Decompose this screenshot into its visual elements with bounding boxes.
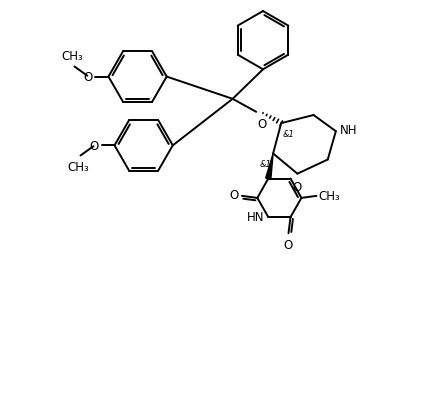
Text: HN: HN (247, 211, 264, 224)
Text: O: O (258, 117, 267, 130)
Text: O: O (83, 71, 93, 84)
Text: O: O (229, 188, 239, 201)
Text: NH: NH (340, 124, 357, 136)
Text: O: O (90, 139, 99, 152)
Text: O: O (284, 239, 293, 252)
Text: CH₃: CH₃ (62, 49, 83, 62)
Text: O: O (293, 181, 302, 194)
Text: CH₃: CH₃ (319, 190, 340, 203)
Text: &1: &1 (260, 160, 271, 169)
Text: CH₃: CH₃ (68, 161, 90, 174)
Text: &1: &1 (283, 130, 295, 139)
Polygon shape (266, 154, 273, 179)
